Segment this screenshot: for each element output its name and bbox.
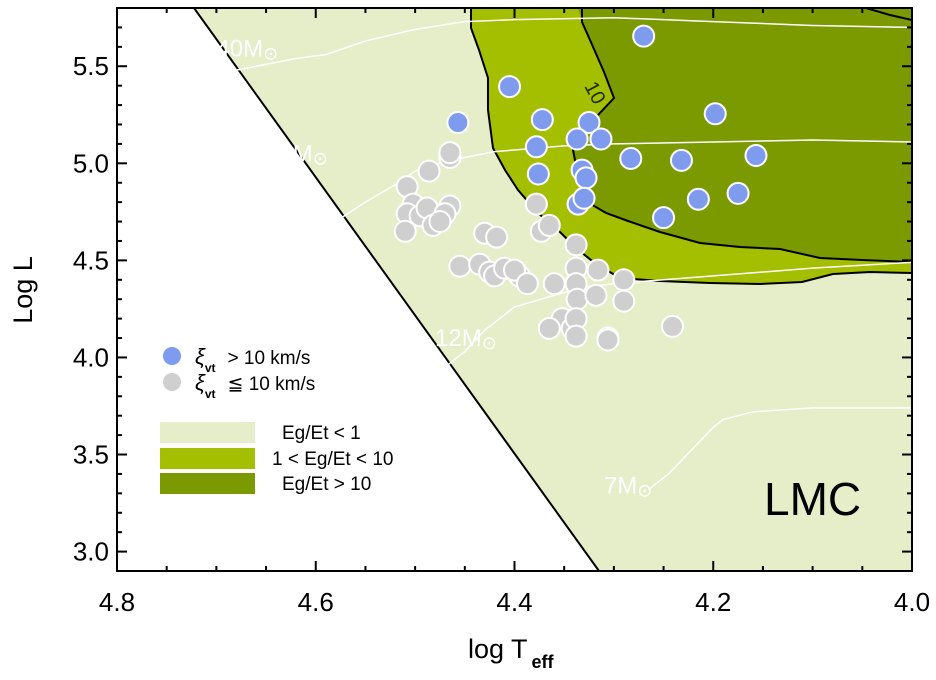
data-point-low-xi bbox=[584, 283, 608, 307]
legend-marker-low-xi bbox=[161, 371, 183, 393]
panel-label-lmc: LMC bbox=[764, 473, 861, 525]
track-40m bbox=[181, 16, 912, 83]
ticks-layer bbox=[116, 7, 913, 572]
track-label-12m: 12M⊙ bbox=[435, 325, 497, 353]
data-point-high-xi bbox=[524, 135, 548, 159]
x-tick-label: 4.6 bbox=[298, 587, 334, 617]
data-point-high-xi bbox=[669, 148, 693, 172]
legend-label-eg-et-above-10: Eg/Et > 10 bbox=[282, 474, 371, 495]
data-point-high-xi bbox=[446, 111, 470, 135]
legend-swatch-eg-et-below-1 bbox=[160, 422, 255, 443]
track-7m bbox=[648, 407, 912, 491]
legend-label-eg-et-1-to-10: 1 < Eg/Et < 10 bbox=[272, 449, 393, 470]
data-point-low-xi bbox=[612, 268, 636, 292]
data-point-high-xi bbox=[577, 111, 601, 135]
y-tick-label: 5.0 bbox=[73, 148, 109, 178]
track-label-40m: 40M⊙ bbox=[216, 36, 278, 64]
data-point-high-xi bbox=[526, 162, 550, 186]
data-point-high-xi bbox=[498, 75, 522, 99]
data-point-low-xi bbox=[661, 314, 685, 338]
legend-swatch-eg-et-above-10 bbox=[160, 473, 255, 494]
legend-label-eg-et-below-1: Eg/Et < 1 bbox=[282, 423, 361, 444]
data-point-low-xi bbox=[537, 213, 561, 237]
data-point-high-xi bbox=[652, 206, 676, 230]
x-tick-label: 4.4 bbox=[496, 587, 532, 617]
track-labels: 40M⊙ 20M⊙ 12M⊙ 7M⊙ bbox=[216, 36, 652, 501]
y-tick-label: 4.0 bbox=[73, 342, 109, 372]
data-point-low-xi bbox=[438, 141, 462, 165]
data-point-high-xi bbox=[726, 181, 750, 205]
x-tick-label: 4.8 bbox=[99, 587, 135, 617]
data-point-high-xi bbox=[632, 24, 656, 48]
track-20m bbox=[305, 139, 912, 238]
data-point-high-xi bbox=[574, 166, 598, 190]
data-point-low-xi bbox=[448, 254, 472, 278]
data-point-low-xi bbox=[596, 328, 620, 352]
track-label-7m: 7M⊙ bbox=[604, 472, 652, 500]
data-point-low-xi bbox=[612, 289, 636, 313]
data-point-high-xi bbox=[703, 102, 727, 126]
data-point-low-xi bbox=[586, 258, 610, 282]
tracks-layer bbox=[181, 16, 912, 491]
region-eg-et-above-10 bbox=[573, 8, 912, 262]
y-tick-label: 3.5 bbox=[73, 440, 109, 470]
eg-et-1-boundary bbox=[193, 8, 600, 571]
data-point-high-xi bbox=[686, 187, 710, 211]
legend-marker-high-xi bbox=[161, 345, 183, 367]
data-point-low-xi bbox=[524, 192, 548, 216]
x-tick-label: 4.0 bbox=[894, 587, 930, 617]
y-tick-label: 4.5 bbox=[73, 245, 109, 275]
points-layer bbox=[393, 24, 768, 352]
data-point-low-xi bbox=[393, 219, 417, 243]
data-point-high-xi bbox=[589, 127, 613, 151]
data-point-low-xi bbox=[485, 225, 509, 249]
data-point-low-xi bbox=[542, 272, 566, 296]
data-point-high-xi bbox=[744, 144, 768, 168]
legend-label-high-xi: ξvt > 10 km/s bbox=[195, 344, 310, 375]
y-tick-label: 3.0 bbox=[73, 537, 109, 567]
x-tick-label: 4.2 bbox=[695, 587, 731, 617]
data-point-high-xi bbox=[530, 108, 554, 132]
y-tick-label: 5.5 bbox=[73, 51, 109, 81]
data-point-high-xi bbox=[619, 146, 643, 170]
data-point-low-xi bbox=[565, 287, 589, 311]
track-label-20m: 20M⊙ bbox=[266, 140, 328, 168]
legend-label-low-xi: ξvt ≦ 10 km/s bbox=[195, 370, 315, 401]
eg-et-10-upper-boundary bbox=[865, 8, 912, 21]
data-point-low-xi bbox=[564, 324, 588, 348]
tick-labels: 4.8 4.6 4.4 4.2 4.0 3.0 3.5 4.0 4.5 5.0 5.5 bbox=[73, 51, 930, 617]
data-point-low-xi bbox=[428, 210, 452, 234]
data-point-low-xi bbox=[537, 316, 561, 340]
data-point-low-xi bbox=[515, 272, 539, 296]
x-axis-label-subscript: eff bbox=[532, 652, 555, 672]
legend: ξvt > 10 km/s ξvt ≦ 10 km/s Eg/Et < 1 1 < … bbox=[160, 344, 393, 495]
data-point-low-xi bbox=[417, 159, 441, 183]
y-axis-label: Log L bbox=[8, 256, 38, 324]
legend-swatch-eg-et-1-to-10 bbox=[160, 448, 255, 469]
data-point-high-xi bbox=[572, 186, 596, 210]
data-point-low-xi bbox=[564, 233, 588, 257]
data-point-high-xi bbox=[565, 127, 589, 151]
